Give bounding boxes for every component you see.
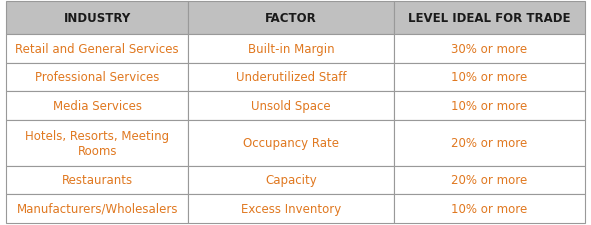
Text: Media Services: Media Services (53, 100, 142, 112)
Bar (189, 120, 394, 166)
Bar (394, 92, 585, 120)
Text: Hotels, Resorts, Meeting
Rooms: Hotels, Resorts, Meeting Rooms (25, 129, 169, 157)
Text: Manufacturers/Wholesalers: Manufacturers/Wholesalers (17, 202, 178, 215)
Bar (6, 92, 189, 120)
Bar (189, 63, 394, 92)
Text: Occupancy Rate: Occupancy Rate (243, 137, 339, 150)
Text: 10% or more: 10% or more (452, 100, 528, 112)
Text: LEVEL IDEAL FOR TRADE: LEVEL IDEAL FOR TRADE (408, 12, 571, 25)
Text: INDUSTRY: INDUSTRY (63, 12, 131, 25)
Bar (189, 35, 394, 63)
Bar (6, 166, 189, 194)
Bar (189, 166, 394, 194)
Bar (6, 35, 189, 63)
Text: FACTOR: FACTOR (265, 12, 317, 25)
Bar (394, 166, 585, 194)
Bar (6, 194, 189, 223)
Text: Professional Services: Professional Services (35, 71, 160, 84)
Bar (6, 2, 189, 35)
Text: 10% or more: 10% or more (452, 71, 528, 84)
Text: Restaurants: Restaurants (61, 174, 133, 187)
Text: 20% or more: 20% or more (452, 174, 528, 187)
Bar (394, 63, 585, 92)
Bar (189, 92, 394, 120)
Text: 30% or more: 30% or more (452, 43, 528, 56)
Text: Unsold Space: Unsold Space (251, 100, 331, 112)
Bar (394, 35, 585, 63)
Text: Built-in Margin: Built-in Margin (248, 43, 335, 56)
Text: Underutilized Staff: Underutilized Staff (236, 71, 346, 84)
Bar (189, 2, 394, 35)
Bar (394, 194, 585, 223)
Text: Retail and General Services: Retail and General Services (15, 43, 179, 56)
Text: Excess Inventory: Excess Inventory (241, 202, 341, 215)
Bar (6, 120, 189, 166)
Bar (6, 63, 189, 92)
Text: Capacity: Capacity (265, 174, 317, 187)
Bar (189, 194, 394, 223)
Bar (394, 120, 585, 166)
Text: 20% or more: 20% or more (452, 137, 528, 150)
Text: 10% or more: 10% or more (452, 202, 528, 215)
Bar (394, 2, 585, 35)
